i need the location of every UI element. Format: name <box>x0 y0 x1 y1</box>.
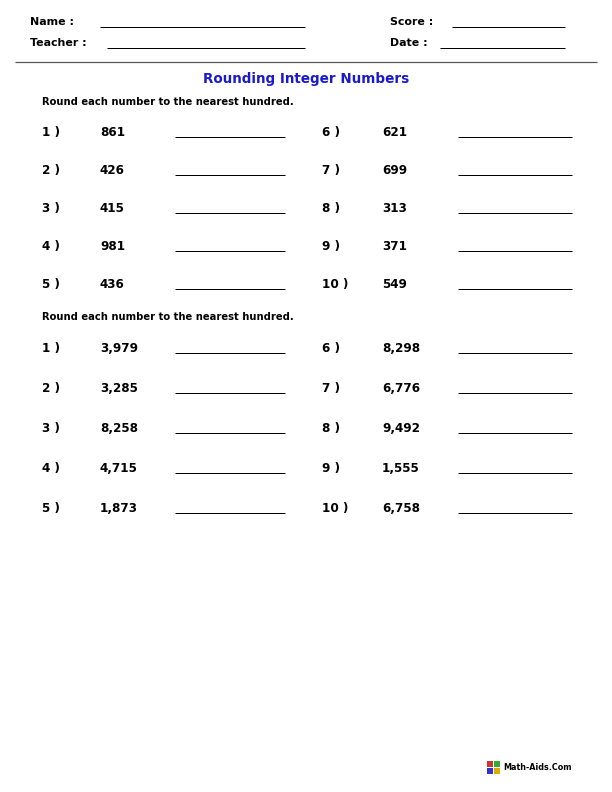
Text: 621: 621 <box>382 126 407 139</box>
Text: Score :: Score : <box>390 17 433 27</box>
Text: 9 ): 9 ) <box>322 240 340 253</box>
Text: 2 ): 2 ) <box>42 382 60 395</box>
Text: 6,776: 6,776 <box>382 382 420 395</box>
Bar <box>487 768 493 774</box>
Text: 8 ): 8 ) <box>322 202 340 215</box>
Text: 1,555: 1,555 <box>382 462 420 475</box>
Text: 9,492: 9,492 <box>382 422 420 435</box>
Text: 2 ): 2 ) <box>42 164 60 177</box>
Text: 4,715: 4,715 <box>100 462 138 475</box>
Text: 1 ): 1 ) <box>42 342 60 355</box>
Text: 7 ): 7 ) <box>322 382 340 395</box>
Text: Name :: Name : <box>30 17 74 27</box>
Text: 10 ): 10 ) <box>322 278 348 291</box>
Text: Date :: Date : <box>390 38 428 48</box>
Text: 699: 699 <box>382 164 407 177</box>
Text: 3 ): 3 ) <box>42 422 60 435</box>
Text: Rounding Integer Numbers: Rounding Integer Numbers <box>203 72 409 86</box>
Text: 1 ): 1 ) <box>42 126 60 139</box>
Text: 4 ): 4 ) <box>42 462 60 475</box>
Bar <box>487 761 493 767</box>
Text: 3,979: 3,979 <box>100 342 138 355</box>
Text: 861: 861 <box>100 126 125 139</box>
Text: Teacher :: Teacher : <box>30 38 87 48</box>
Bar <box>494 761 500 767</box>
Text: 981: 981 <box>100 240 125 253</box>
Text: 5 ): 5 ) <box>42 502 60 515</box>
Text: Round each number to the nearest hundred.: Round each number to the nearest hundred… <box>42 312 294 322</box>
Text: 6 ): 6 ) <box>322 126 340 139</box>
Text: 549: 549 <box>382 278 407 291</box>
Text: 8 ): 8 ) <box>322 422 340 435</box>
Text: 6,758: 6,758 <box>382 502 420 515</box>
Text: 7 ): 7 ) <box>322 164 340 177</box>
Text: 10 ): 10 ) <box>322 502 348 515</box>
Text: Math-Aids.Com: Math-Aids.Com <box>503 763 572 771</box>
Text: 426: 426 <box>100 164 125 177</box>
Text: 313: 313 <box>382 202 407 215</box>
Text: 415: 415 <box>100 202 125 215</box>
Text: 8,298: 8,298 <box>382 342 420 355</box>
Text: Round each number to the nearest hundred.: Round each number to the nearest hundred… <box>42 97 294 107</box>
Text: 3 ): 3 ) <box>42 202 60 215</box>
Bar <box>494 768 500 774</box>
Text: 436: 436 <box>100 278 125 291</box>
Text: 4 ): 4 ) <box>42 240 60 253</box>
Text: 3,285: 3,285 <box>100 382 138 395</box>
Text: 8,258: 8,258 <box>100 422 138 435</box>
Text: 371: 371 <box>382 240 407 253</box>
Text: 9 ): 9 ) <box>322 462 340 475</box>
Text: 1,873: 1,873 <box>100 502 138 515</box>
Text: 5 ): 5 ) <box>42 278 60 291</box>
Text: 6 ): 6 ) <box>322 342 340 355</box>
